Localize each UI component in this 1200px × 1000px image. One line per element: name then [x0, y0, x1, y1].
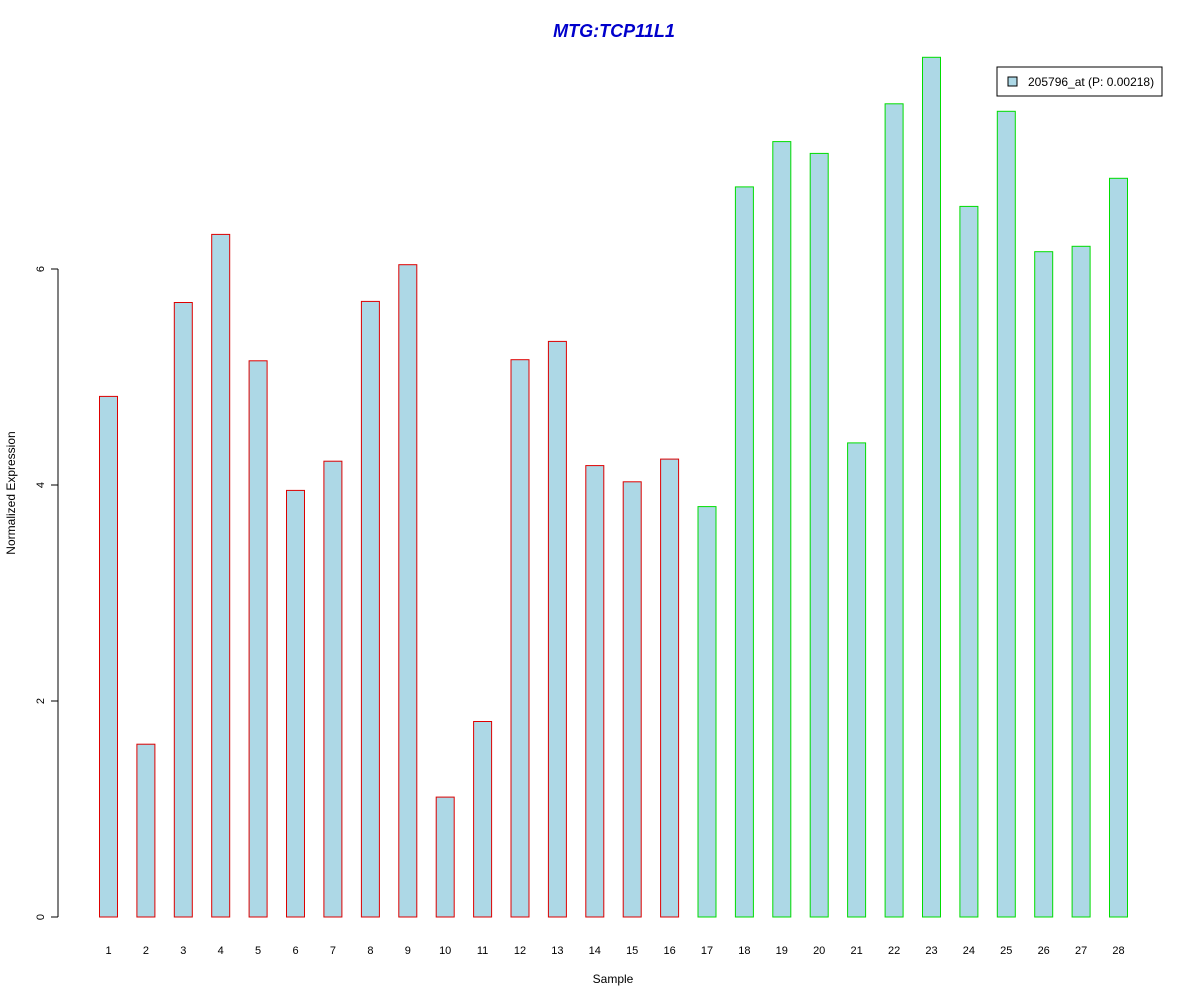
x-tick-label: 16	[663, 945, 675, 957]
y-axis: 0 2 4 6	[35, 266, 59, 920]
bar-sample-10	[435, 796, 455, 918]
legend-label: 205796_at (P: 0.00218)	[1028, 75, 1154, 89]
bar-sample-21	[847, 442, 867, 918]
bar-sample-7	[323, 460, 343, 918]
x-tick-label: 10	[439, 945, 451, 957]
x-axis-label: Sample	[593, 972, 634, 986]
bar-sample-5	[248, 360, 268, 918]
x-tick-label: 12	[514, 945, 526, 957]
y-tick-label: 6	[35, 266, 47, 272]
x-tick-label: 3	[180, 945, 186, 957]
x-tick-label: 28	[1112, 945, 1124, 957]
x-tick-label: 13	[551, 945, 563, 957]
bar-sample-25	[996, 110, 1016, 918]
bar-sample-9	[398, 264, 418, 918]
y-tick-label: 2	[35, 698, 47, 704]
x-tick-label: 26	[1038, 945, 1050, 957]
legend-box	[996, 66, 1163, 97]
bar-sample-2	[136, 743, 156, 918]
bar-sample-12	[510, 359, 530, 918]
bar-sample-15	[622, 481, 642, 918]
x-tick-labels: 1 2 3 4 5 6 7 8 9 10 11 12 13 14 15 16 17 18 19 20 21 22 23 24 2…	[105, 945, 1124, 957]
bars	[99, 56, 1128, 918]
bar-sample-17	[697, 506, 717, 918]
bar-sample-26	[1034, 251, 1054, 918]
x-tick-label: 5	[255, 945, 261, 957]
bar-sample-8	[360, 300, 380, 918]
y-axis-label: Normalized Expression	[4, 431, 18, 554]
x-tick-label: 15	[626, 945, 638, 957]
x-tick-label: 6	[292, 945, 298, 957]
bar-sample-27	[1071, 245, 1091, 918]
bar-sample-3	[173, 302, 193, 918]
x-tick-label: 21	[850, 945, 862, 957]
x-tick-label: 14	[589, 945, 601, 957]
bar-sample-1	[99, 395, 118, 918]
x-tick-label: 9	[405, 945, 411, 957]
bar-sample-13	[547, 340, 567, 918]
x-tick-label: 11	[477, 945, 488, 957]
bar-sample-11	[473, 721, 493, 918]
y-tick-label: 0	[35, 914, 47, 920]
x-tick-label: 7	[330, 945, 336, 957]
bar-sample-20	[809, 152, 829, 918]
x-tick-label: 8	[367, 945, 373, 957]
bar-sample-6	[286, 489, 305, 918]
x-tick-label: 27	[1075, 945, 1087, 957]
x-tick-label: 22	[888, 945, 900, 957]
bar-sample-18	[734, 186, 754, 918]
bar-sample-14	[585, 465, 605, 918]
bar-sample-23	[922, 56, 941, 918]
legend: 205796_at (P: 0.00218)	[996, 66, 1163, 97]
x-tick-label: 20	[813, 945, 825, 957]
x-tick-label: 23	[925, 945, 937, 957]
y-tick-label: 4	[35, 482, 47, 488]
bar-sample-24	[959, 205, 979, 918]
x-tick-label: 24	[963, 945, 975, 957]
bar-sample-16	[660, 458, 680, 918]
bar-sample-19	[772, 141, 792, 918]
x-tick-label: 17	[701, 945, 713, 957]
x-tick-label: 4	[218, 945, 224, 957]
x-tick-label: 18	[738, 945, 750, 957]
chart-title: MTG:TCP11L1	[553, 21, 675, 41]
x-tick-label: 25	[1000, 945, 1012, 957]
bar-sample-28	[1109, 177, 1128, 918]
x-tick-label: 1	[105, 945, 111, 957]
bar-sample-22	[884, 103, 904, 918]
x-tick-label: 19	[776, 945, 788, 957]
legend-swatch	[1007, 76, 1018, 87]
bar-sample-4	[211, 233, 231, 918]
x-tick-label: 2	[143, 945, 149, 957]
